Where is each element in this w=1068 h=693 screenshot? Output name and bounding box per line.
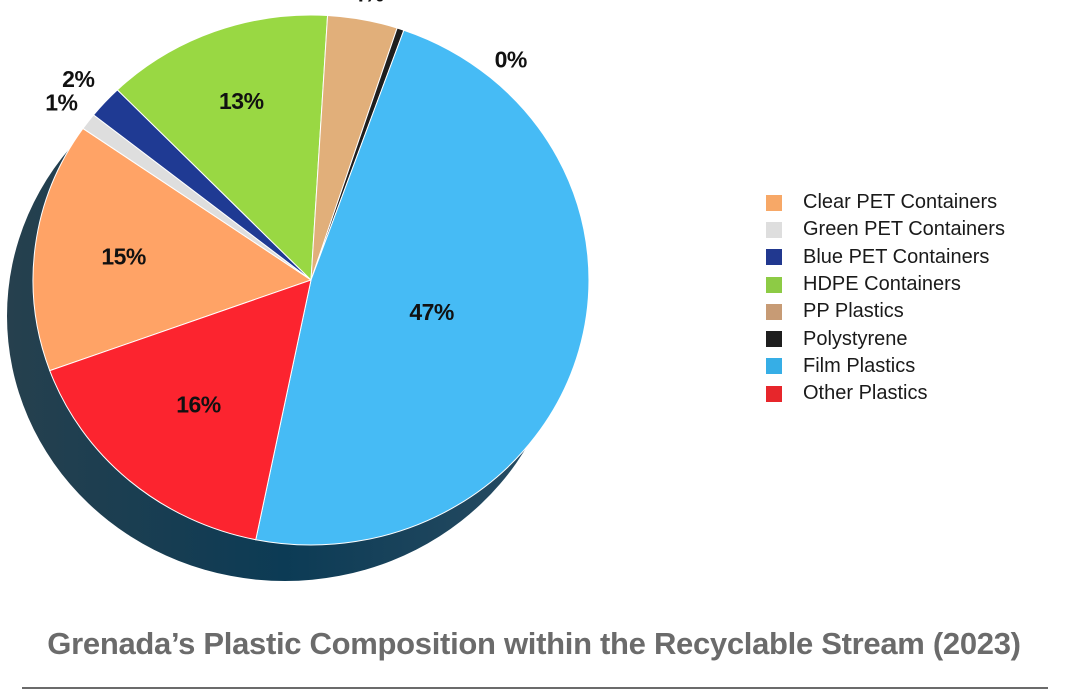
- legend-item: Polystyrene: [766, 325, 1066, 352]
- data-label-clear-pet-containers: 15%: [101, 244, 146, 270]
- legend-item: HDPE Containers: [766, 271, 1066, 298]
- data-label-hdpe-containers: 13%: [219, 88, 264, 114]
- legend-item: Blue PET Containers: [766, 244, 1066, 271]
- data-label-polystyrene: 0%: [495, 46, 527, 72]
- pie-slice-hdpe-containers: [116, 14, 329, 282]
- pie-labels: 15% 1%2% 13% 4% 0% 47% 16%: [45, 0, 527, 418]
- data-label-blue-pet-containers: 2%: [62, 66, 94, 92]
- legend-label: Film Plastics: [803, 354, 916, 377]
- legend-swatch: [766, 331, 782, 348]
- data-label-pp-plastics: 4%: [352, 0, 384, 7]
- legend-label: Green PET Containers: [803, 218, 1005, 241]
- legend-item: PP Plastics: [766, 298, 1066, 325]
- legend-swatch: [766, 221, 782, 238]
- legend-item: Other Plastics: [766, 380, 1066, 407]
- pie-slice-other-plastics: [49, 279, 312, 541]
- title-underline: [22, 687, 1048, 689]
- legend-label: HDPE Containers: [803, 273, 961, 296]
- pie-slice-film-plastics: [255, 29, 590, 546]
- legend-swatch: [766, 194, 782, 211]
- data-label-other-plastics: 16%: [176, 392, 221, 418]
- legend-label: PP Plastics: [803, 300, 904, 323]
- legend-label: Other Plastics: [803, 382, 928, 405]
- legend: Clear PET Containers Green PET Container…: [766, 189, 1066, 407]
- legend-label: Blue PET Containers: [803, 245, 990, 268]
- legend-label: Polystyrene: [803, 327, 908, 350]
- legend-swatch: [766, 249, 782, 266]
- data-label-green-pet-containers: 1%: [45, 90, 77, 116]
- data-label-film-plastics: 47%: [409, 299, 454, 325]
- legend-swatch: [766, 276, 782, 293]
- legend-swatch: [766, 358, 782, 375]
- legend-item: Film Plastics: [766, 353, 1066, 380]
- legend-swatch: [766, 303, 782, 320]
- legend-item: Green PET Containers: [766, 216, 1066, 243]
- legend-item: Clear PET Containers: [766, 189, 1066, 216]
- legend-swatch: [766, 385, 782, 402]
- pie-chart: 15% 1%2% 13% 4% 0% 47% 16%: [7, 0, 590, 581]
- chart-title: Grenada’s Plastic Composition within the…: [47, 626, 1021, 661]
- pie-slice-clear-pet-containers: [32, 127, 313, 372]
- legend-label: Clear PET Containers: [803, 191, 998, 214]
- pie-slices: [32, 14, 590, 546]
